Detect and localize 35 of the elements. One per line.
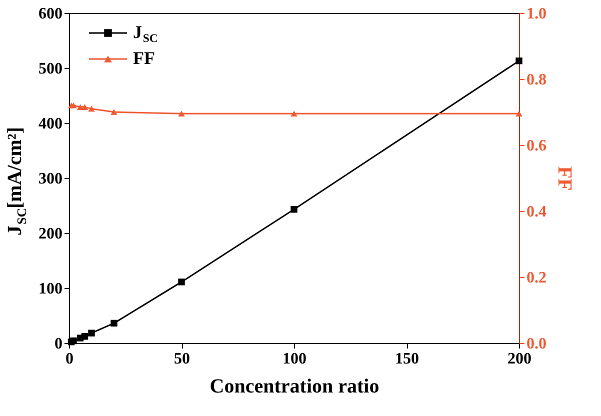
x-tick-label: 100 [282, 350, 306, 368]
y2-tick-label: 0.8 [526, 72, 546, 88]
point [70, 337, 77, 344]
point [110, 320, 118, 327]
point [88, 330, 95, 336]
point [88, 106, 95, 112]
point [290, 110, 298, 117]
y2-tick-label: 0.4 [526, 204, 546, 220]
x-tick-label: 50 [174, 350, 190, 368]
x-tick-label: 0 [66, 350, 74, 368]
y-tick-label: 0 [54, 336, 62, 352]
y2-tick-label: 1.0 [526, 6, 546, 22]
x-tick-label: 200 [508, 350, 532, 368]
point [516, 57, 522, 64]
x-tick-label: 150 [395, 350, 419, 368]
y-tick-label: 400 [38, 116, 62, 132]
y2-axis-title: FF [554, 166, 576, 191]
y2-tick-label: 0.0 [526, 336, 546, 352]
y-tick-label: 600 [38, 6, 62, 22]
point [178, 278, 185, 286]
point [516, 110, 522, 117]
y2-tick-label: 0.2 [526, 270, 546, 286]
point [70, 102, 77, 108]
y-tick-label: 100 [38, 280, 62, 298]
y-tick-label: 500 [38, 60, 62, 78]
x-axis-title: Concentration ratio [210, 376, 380, 398]
point [110, 109, 118, 115]
point [178, 110, 185, 117]
y-tick-label: 200 [38, 226, 62, 242]
y2-tick-label: 0.6 [526, 138, 546, 154]
point [81, 333, 88, 340]
legend-label: FF [133, 48, 155, 68]
y-tick-label: 300 [38, 170, 62, 188]
y-axis-title: JSC[mA/cm²] [4, 126, 29, 236]
point [290, 206, 298, 213]
